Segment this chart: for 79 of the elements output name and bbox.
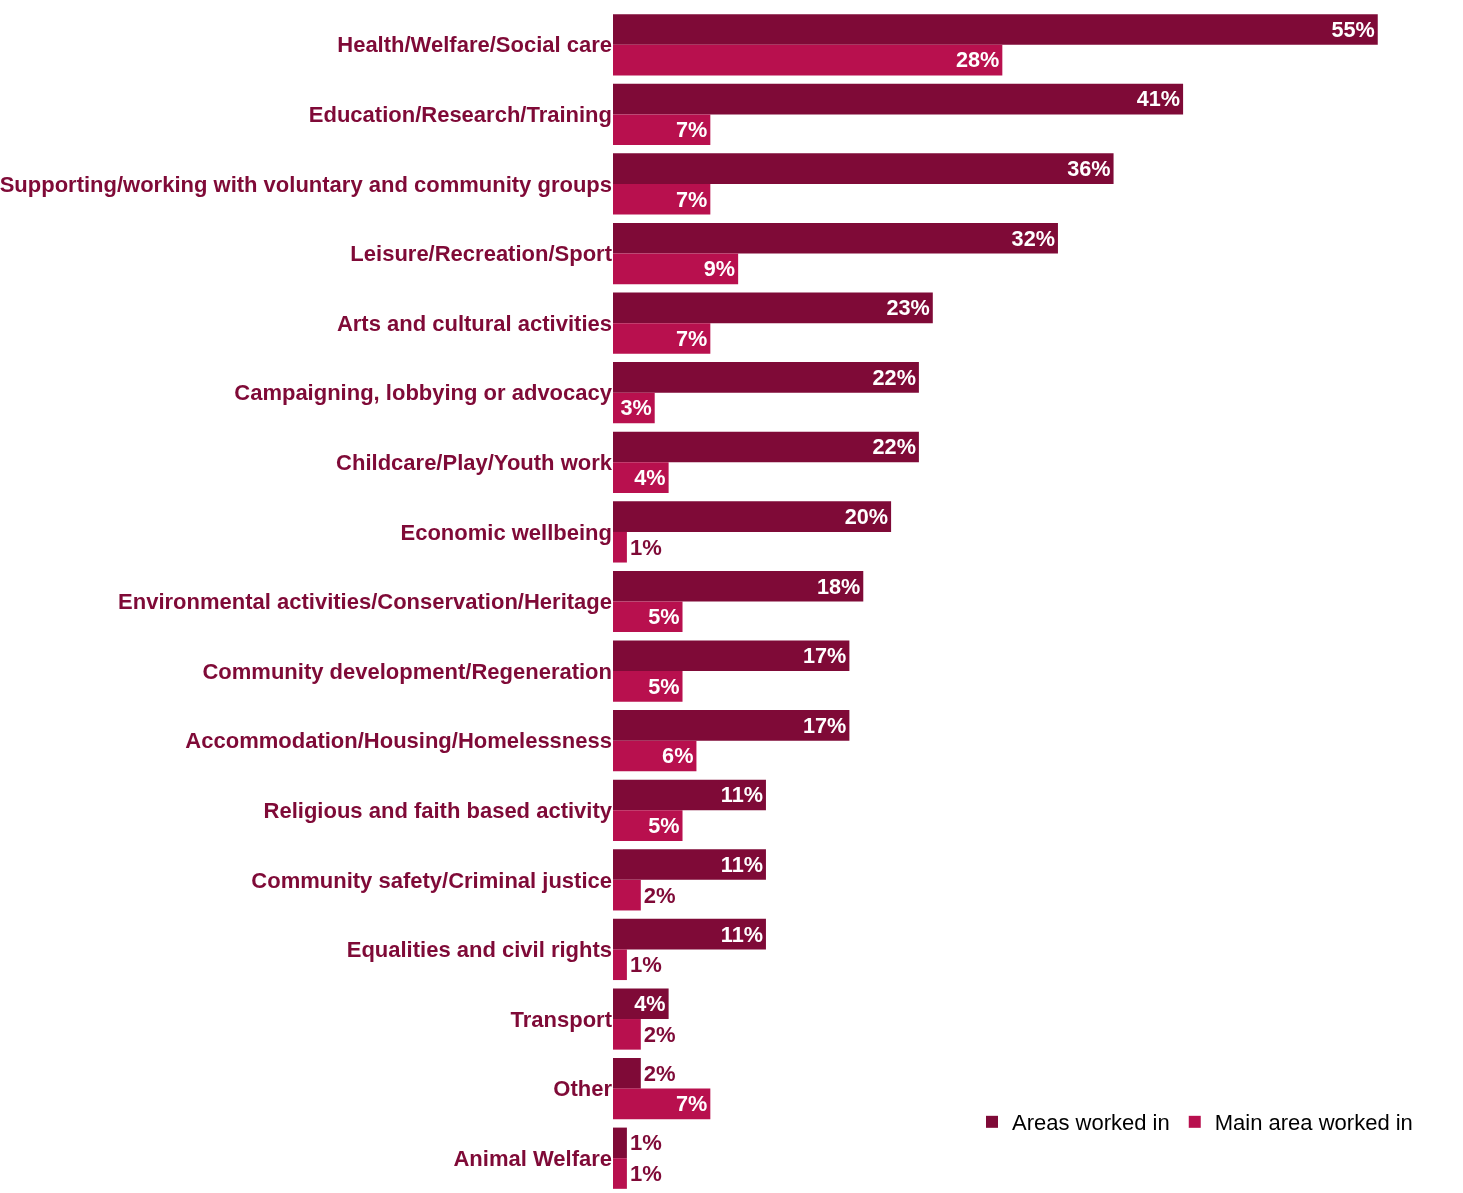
bar <box>613 431 919 463</box>
bar <box>613 292 933 324</box>
data-label: 5% <box>648 812 680 838</box>
legend-label: Main area worked in <box>1214 1110 1413 1136</box>
bar <box>613 640 850 672</box>
data-label: 20% <box>844 503 889 529</box>
data-label: 17% <box>803 712 847 738</box>
bar <box>613 1158 627 1189</box>
bar <box>613 323 711 354</box>
data-label: 4% <box>634 991 666 1017</box>
data-label: 7% <box>676 1091 708 1117</box>
y-tick-label: Other <box>553 1076 613 1102</box>
data-label: 23% <box>886 295 930 321</box>
data-label: 7% <box>676 325 708 351</box>
legend-label: Areas worked in <box>1012 1110 1170 1136</box>
data-label: 18% <box>816 573 861 599</box>
data-label: 5% <box>648 673 680 699</box>
data-label: 22% <box>872 364 916 390</box>
data-label: 1% <box>629 1161 662 1187</box>
data-label: 2% <box>643 1021 676 1047</box>
y-tick-label: Economic wellbeing <box>400 519 612 545</box>
y-tick-label: Community development/Regeneration <box>202 658 612 684</box>
bar <box>613 918 766 950</box>
y-tick-label: Arts and cultural activities <box>336 310 612 336</box>
data-label: 4% <box>634 465 666 491</box>
bar <box>613 362 919 393</box>
y-tick-label: Accommodation/Housing/Homelessness <box>185 728 612 754</box>
data-label: 32% <box>1011 225 1055 251</box>
bar <box>613 44 1003 76</box>
data-label: 3% <box>620 395 652 421</box>
y-tick-label: Education/Research/Training <box>308 102 612 128</box>
data-label: 41% <box>1136 86 1181 112</box>
bar <box>613 183 711 215</box>
y-tick-label: Environmental activities/Conservation/Heritage <box>118 589 612 615</box>
bar <box>613 849 766 880</box>
bar <box>613 570 864 602</box>
bar <box>613 1127 627 1159</box>
bar <box>613 253 739 285</box>
bar <box>613 710 850 741</box>
data-label: 22% <box>872 434 916 460</box>
data-label: 11% <box>720 782 763 808</box>
data-label: 2% <box>643 882 676 908</box>
bar <box>613 879 641 911</box>
bar <box>613 949 627 981</box>
bar <box>613 222 1058 254</box>
data-label: 1% <box>629 534 662 560</box>
bar <box>613 1019 641 1050</box>
data-label: 11% <box>720 851 763 877</box>
y-tick-label: Equalities and civil rights <box>346 937 612 963</box>
bar <box>613 14 1378 45</box>
data-label: 6% <box>662 743 694 769</box>
bar <box>613 83 1184 115</box>
y-tick-label: Childcare/Play/Youth work <box>336 450 613 476</box>
y-tick-label: Leisure/Recreation/Sport <box>350 241 613 267</box>
data-label: 7% <box>676 186 708 212</box>
data-label: 1% <box>629 952 662 978</box>
data-label: 2% <box>643 1060 676 1086</box>
bar <box>613 501 892 532</box>
data-label: 55% <box>1331 16 1375 42</box>
data-label: 1% <box>629 1130 662 1156</box>
y-tick-label: Transport <box>510 1006 613 1032</box>
data-label: 11% <box>720 921 763 947</box>
y-tick-label: Health/Welfare/Social care <box>337 32 612 58</box>
data-label: 36% <box>1067 156 1111 182</box>
bar <box>613 779 766 811</box>
bar <box>613 114 711 145</box>
bar <box>613 531 627 563</box>
data-label: 28% <box>955 47 1000 73</box>
data-label: 5% <box>648 604 680 630</box>
y-tick-label: Animal Welfare <box>453 1145 612 1171</box>
y-tick-label: Community safety/Criminal justice <box>251 867 612 893</box>
data-label: 17% <box>803 643 847 669</box>
y-tick-label: Religious and faith based activity <box>263 797 613 823</box>
data-label: 7% <box>676 117 708 143</box>
y-tick-label: Campaigning, lobbying or advocacy <box>234 380 613 406</box>
data-label: 9% <box>703 256 736 282</box>
bar <box>613 153 1114 184</box>
y-tick-label: Supporting/working with voluntary and community groups <box>0 171 612 197</box>
bar <box>613 1058 641 1089</box>
